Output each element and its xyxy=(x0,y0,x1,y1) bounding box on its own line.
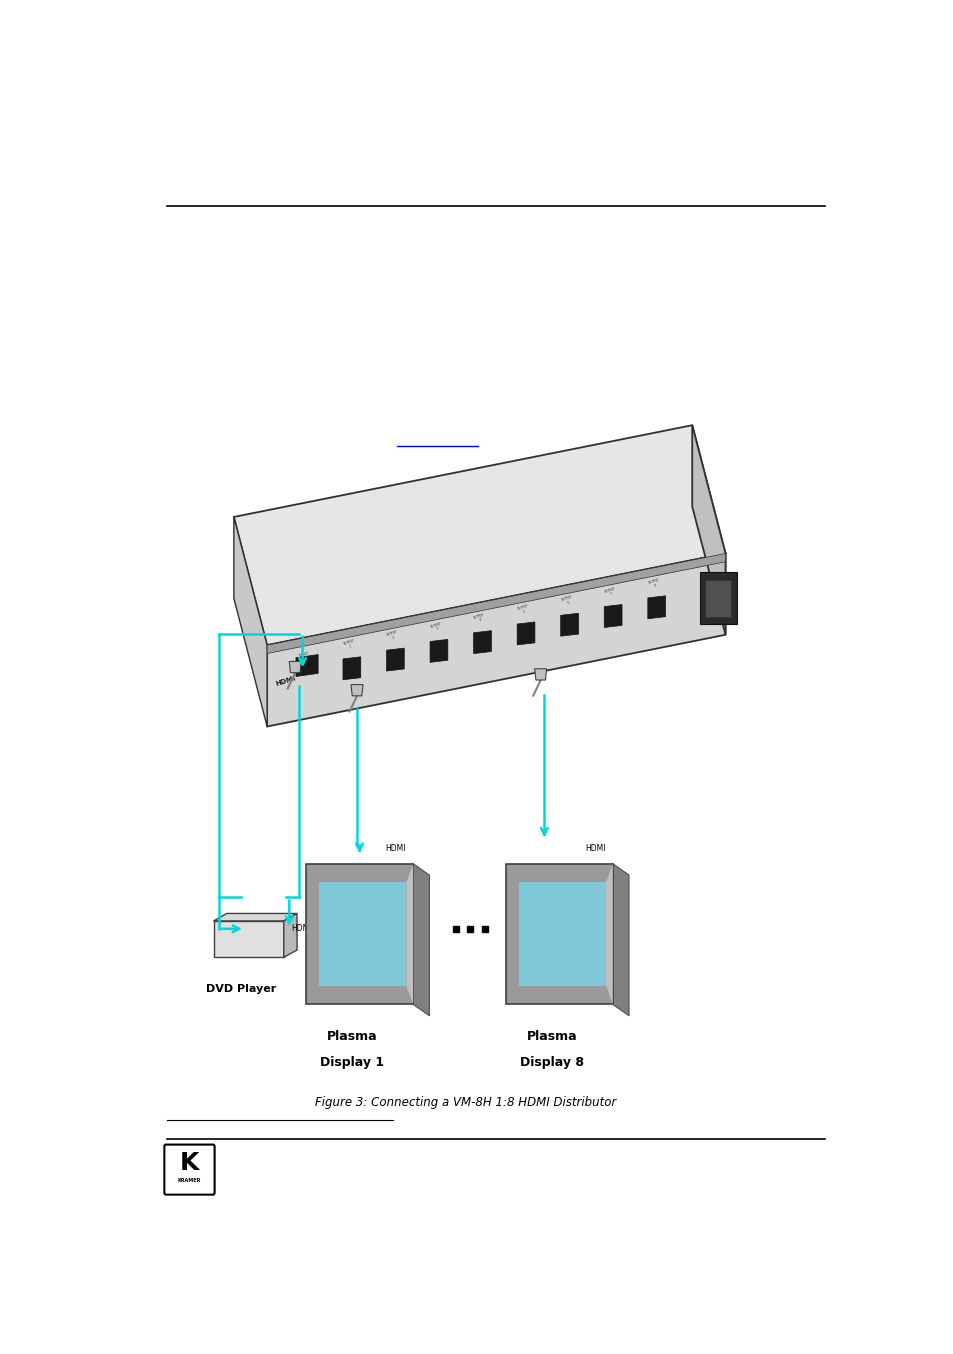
Polygon shape xyxy=(386,649,404,672)
Polygon shape xyxy=(692,425,724,635)
Polygon shape xyxy=(306,864,413,1005)
Polygon shape xyxy=(267,554,724,727)
Text: Display 1: Display 1 xyxy=(320,1056,384,1070)
Text: HDMI: HDMI xyxy=(385,844,405,853)
Polygon shape xyxy=(518,883,605,986)
Polygon shape xyxy=(233,517,267,727)
Polygon shape xyxy=(295,654,317,677)
Text: HDMI: HDMI xyxy=(584,844,605,853)
Polygon shape xyxy=(699,573,736,624)
Text: HDMI: HDMI xyxy=(291,925,312,933)
Text: HDMI: HDMI xyxy=(274,674,296,686)
Text: OUTPUT
6: OUTPUT 6 xyxy=(560,594,574,607)
Polygon shape xyxy=(267,554,724,654)
Text: OUTPUT
3: OUTPUT 3 xyxy=(430,621,443,632)
Text: OUTPUT
1: OUTPUT 1 xyxy=(342,639,356,650)
Polygon shape xyxy=(351,685,363,696)
Polygon shape xyxy=(534,669,546,680)
Polygon shape xyxy=(647,596,665,619)
Text: KRAMER: KRAMER xyxy=(177,1178,201,1182)
Polygon shape xyxy=(213,914,296,921)
Text: OUTPUT
7: OUTPUT 7 xyxy=(603,586,618,597)
Polygon shape xyxy=(603,604,621,627)
Text: Plasma: Plasma xyxy=(327,1030,377,1044)
Polygon shape xyxy=(406,864,413,1005)
Polygon shape xyxy=(704,580,731,617)
Text: DVD Player: DVD Player xyxy=(206,983,276,994)
Text: OUTPUT
2: OUTPUT 2 xyxy=(386,630,399,642)
Polygon shape xyxy=(430,639,447,662)
Text: K: K xyxy=(179,1151,199,1175)
Polygon shape xyxy=(413,864,429,1016)
Text: Display 8: Display 8 xyxy=(519,1056,583,1070)
Text: INPUT: INPUT xyxy=(298,651,310,658)
Text: Plasma: Plasma xyxy=(526,1030,577,1044)
Text: OUTPUT
5: OUTPUT 5 xyxy=(517,604,530,615)
Polygon shape xyxy=(612,864,628,1016)
Polygon shape xyxy=(289,662,301,673)
FancyBboxPatch shape xyxy=(164,1144,214,1194)
Polygon shape xyxy=(319,883,406,986)
Polygon shape xyxy=(343,657,360,680)
Polygon shape xyxy=(605,864,612,1005)
Text: OUTPUT
4: OUTPUT 4 xyxy=(473,612,487,624)
Polygon shape xyxy=(517,621,535,645)
Text: Figure 3: Connecting a VM-8H 1:8 HDMI Distributor: Figure 3: Connecting a VM-8H 1:8 HDMI Di… xyxy=(314,1097,616,1109)
Polygon shape xyxy=(505,864,612,1005)
Polygon shape xyxy=(233,425,724,646)
Text: OUTPUT
8: OUTPUT 8 xyxy=(647,578,660,589)
Polygon shape xyxy=(283,914,296,957)
Polygon shape xyxy=(560,613,578,636)
Polygon shape xyxy=(473,631,491,654)
Polygon shape xyxy=(213,921,283,957)
